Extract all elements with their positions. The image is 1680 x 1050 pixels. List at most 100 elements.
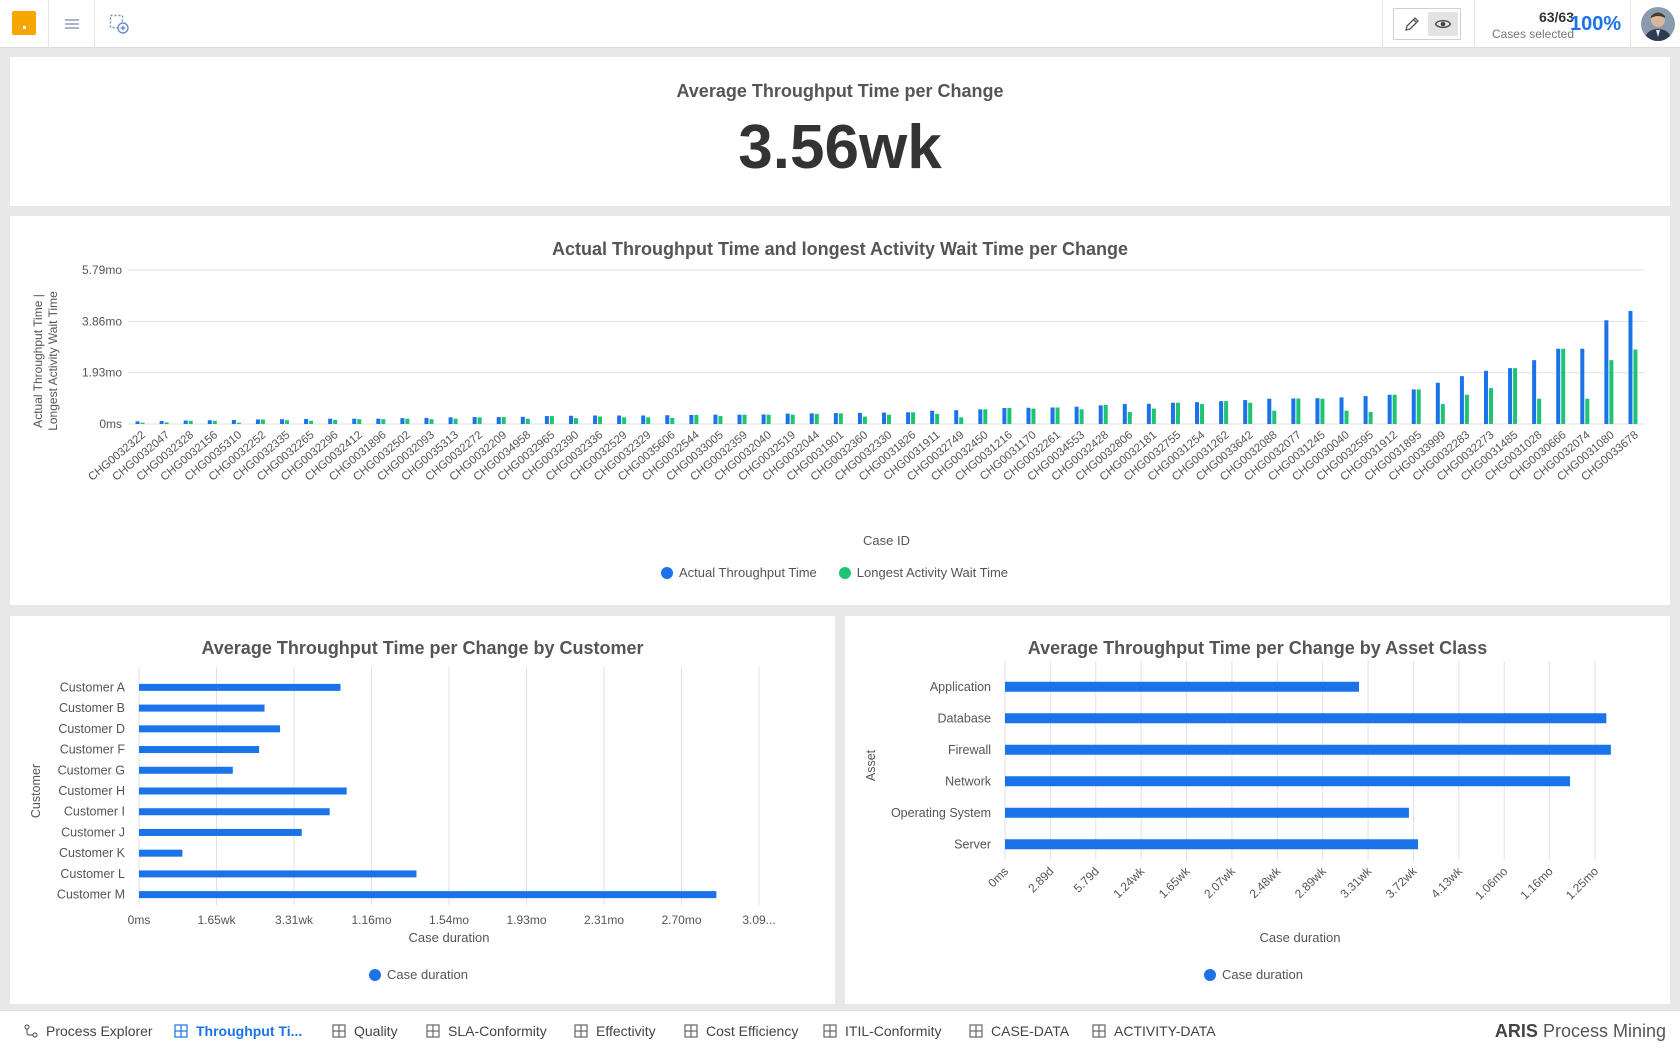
kpi-value: 3.56wk xyxy=(738,113,942,182)
legend-swatch xyxy=(1204,968,1216,981)
bar xyxy=(1055,407,1060,424)
brand-strong: ARIS xyxy=(1494,1021,1538,1041)
edit-mode-button[interactable] xyxy=(1397,12,1427,36)
y-tick-label: Customer I xyxy=(64,805,125,819)
cases-selected[interactable]: 63/63 Cases selected xyxy=(1478,9,1574,41)
app-logo[interactable] xyxy=(12,11,36,35)
bar xyxy=(139,766,233,774)
brand-logo: ARIS Process Mining xyxy=(1495,1021,1666,1042)
bar xyxy=(573,418,578,424)
dashboard-icon xyxy=(823,1024,837,1038)
divider xyxy=(94,0,95,48)
bar xyxy=(309,420,314,424)
tab-case-data[interactable]: CASE-DATA xyxy=(969,1011,1069,1050)
x-tick-label: 1.65wk xyxy=(1156,864,1193,901)
cases-label: Cases selected xyxy=(1491,27,1574,41)
y-axis-label: Customer xyxy=(29,764,43,818)
tab-activity-data[interactable]: ACTIVITY-DATA xyxy=(1092,1011,1216,1050)
x-tick-label: 2.89d xyxy=(1025,864,1056,895)
tab-process-explorer[interactable]: Process Explorer xyxy=(24,1011,153,1050)
y-axis-label: Asset xyxy=(864,749,878,781)
x-tick-label: 3.72wk xyxy=(1383,864,1420,901)
tab-effectivity[interactable]: Effectivity xyxy=(574,1011,656,1050)
bar xyxy=(1248,402,1253,424)
legend-item[interactable]: Case duration xyxy=(1204,967,1303,982)
dashboard-icon xyxy=(332,1024,346,1038)
bar xyxy=(139,725,281,733)
bar xyxy=(1005,681,1359,692)
bar xyxy=(742,414,747,424)
bar xyxy=(983,409,988,424)
bar xyxy=(549,416,554,424)
bar xyxy=(1175,402,1180,424)
y-tick-label: Customer B xyxy=(59,701,125,715)
bar xyxy=(285,420,290,424)
bar xyxy=(1272,410,1277,424)
legend-item[interactable]: Longest Activity Wait Time xyxy=(838,565,1008,580)
bar xyxy=(328,418,333,424)
bar xyxy=(1195,402,1200,424)
x-tick-label: 5.79d xyxy=(1071,864,1102,895)
bar xyxy=(1556,348,1561,424)
user-avatar[interactable] xyxy=(1641,7,1675,41)
y-tick-label: Customer K xyxy=(59,846,126,860)
bar xyxy=(1387,394,1392,424)
bar xyxy=(135,421,140,424)
x-tick-label: 2.31mo xyxy=(584,913,624,927)
tab-label: CASE-DATA xyxy=(991,1023,1070,1039)
tab-itil-conformity[interactable]: ITIL-Conformity xyxy=(823,1011,941,1050)
view-mode-button[interactable] xyxy=(1428,12,1458,36)
bar xyxy=(1363,396,1368,424)
add-component-icon[interactable] xyxy=(108,13,130,35)
tab-quality[interactable]: Quality xyxy=(332,1011,398,1050)
bar xyxy=(448,417,453,424)
y-axis-label: Actual Throughput Time | xyxy=(31,294,45,428)
y-tick-label: Database xyxy=(937,711,991,725)
tab-cost-efficiency[interactable]: Cost Efficiency xyxy=(684,1011,798,1050)
bar xyxy=(1170,402,1175,424)
bar xyxy=(139,828,302,836)
x-tick-label: 1.65wk xyxy=(197,913,236,927)
bar xyxy=(1435,382,1440,424)
y-tick-label: Customer M xyxy=(57,888,125,902)
tab-throughput-time[interactable]: Throughput Ti... xyxy=(174,1011,302,1050)
bar xyxy=(833,413,838,424)
by-asset-class-card: Average Throughput Time per Change by As… xyxy=(845,616,1670,1004)
bar xyxy=(183,420,188,424)
bar xyxy=(838,413,843,424)
top-bar: 63/63 Cases selected 100% xyxy=(0,0,1680,48)
bar xyxy=(207,420,212,424)
bar xyxy=(1459,376,1464,424)
menu-icon[interactable] xyxy=(60,14,84,34)
bar xyxy=(1224,401,1229,424)
bar xyxy=(1368,412,1373,424)
bar xyxy=(357,419,362,424)
chart-legend: Case duration xyxy=(369,967,468,982)
bar xyxy=(862,416,867,424)
bar xyxy=(1604,320,1609,424)
legend-item[interactable]: Actual Throughput Time xyxy=(661,565,817,580)
divider xyxy=(48,0,49,48)
x-tick-label: 1.54mo xyxy=(429,913,469,927)
bar xyxy=(598,416,603,424)
dashboard-icon xyxy=(969,1024,983,1038)
bar xyxy=(472,417,477,424)
y-tick-label: Customer L xyxy=(60,867,125,881)
legend-label: Actual Throughput Time xyxy=(679,565,817,580)
bar xyxy=(1464,394,1469,424)
legend-item[interactable]: Case duration xyxy=(369,967,468,982)
x-tick-label: 3.09... xyxy=(742,913,775,927)
bar xyxy=(646,417,651,424)
bar xyxy=(1488,388,1493,424)
bar xyxy=(1005,776,1571,787)
by-customer-chart: 0ms 1.65wk 3.31wk 1.16mo 1.54mo 1.93mo 2.31mo 2… xyxy=(29,667,776,945)
bar xyxy=(689,414,694,424)
bar xyxy=(1392,394,1397,424)
bar xyxy=(1580,348,1585,424)
by-customer-card: Average Throughput Time per Change by Cu… xyxy=(10,616,835,1004)
eye-icon xyxy=(1434,19,1452,29)
bar xyxy=(954,410,959,424)
tab-sla-conformity[interactable]: SLA-Conformity xyxy=(426,1011,547,1050)
dashboard-icon xyxy=(684,1024,698,1038)
bar xyxy=(520,416,525,424)
